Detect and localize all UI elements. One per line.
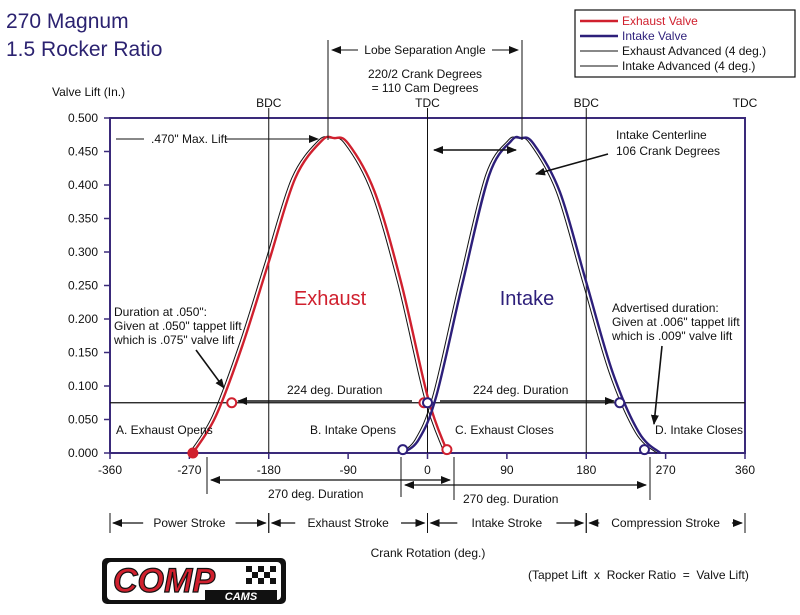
legend-label: Intake Valve	[622, 29, 687, 43]
x-tick-label: -90	[339, 463, 357, 477]
x-axis-label: Crank Rotation (deg.)	[371, 546, 486, 560]
y-tick-label: 0.250	[68, 279, 98, 293]
intake-centerline-line-2: 106 Crank Degrees	[616, 144, 720, 158]
event-point	[187, 447, 199, 459]
series-intake	[402, 135, 662, 454]
stroke-row: Power Stroke Exhaust Stroke Intake Stroke C…	[109, 513, 746, 533]
intake-centerline-annotation: Intake Centerline 106 Crank Degrees	[433, 128, 720, 176]
x-tick-label: 180	[576, 463, 596, 477]
valve-lift-formula: (Tappet Lift x Rocker Ratio = Valve Lift…	[528, 568, 749, 582]
series-exhaust	[191, 135, 452, 455]
x-tick-label: -270	[177, 463, 201, 477]
duration-224-left-label: 224 deg. Duration	[287, 383, 382, 397]
y-tick-label: 0.500	[68, 111, 98, 125]
x-tick-label: -360	[98, 463, 122, 477]
y-tick-label: 0.100	[68, 379, 98, 393]
stroke-label: Power Stroke	[153, 516, 225, 530]
crank-degrees-line-2: = 110 Cam Degrees	[372, 81, 479, 95]
event-point	[614, 397, 626, 409]
duration-270-left-label: 270 deg. Duration	[268, 487, 363, 501]
chart-title-line-1: 270 Magnum	[6, 10, 129, 33]
chart-title-line-2: 1.5 Rocker Ratio	[6, 38, 162, 61]
intake-curve-label: Intake	[500, 288, 554, 310]
logo-sub-text: CAMS	[225, 591, 258, 603]
x-tick-label: 270	[656, 463, 676, 477]
svg-text:Duration at .050":: Duration at .050":	[114, 305, 207, 319]
svg-text:Given at .050" tappet lift: Given at .050" tappet lift	[114, 319, 242, 333]
legend-label: Exhaust Advanced (4 deg.)	[622, 44, 766, 58]
y-tick-label: 0.450	[68, 145, 98, 159]
event-b-label: B. Intake Opens	[310, 423, 396, 437]
event-c-label: C. Exhaust Closes	[455, 423, 554, 437]
max-lift-annotation: .470" Max. Lift	[116, 132, 319, 146]
advertised-duration-note: Advertised duration: Given at .006" tapp…	[611, 301, 740, 425]
event-point	[422, 397, 433, 409]
stroke-label: Exhaust Stroke	[307, 516, 389, 530]
y-tick-label: 0.300	[68, 245, 98, 259]
legend-label: Exhaust Valve	[622, 14, 698, 28]
event-point	[226, 397, 238, 409]
exhaust-curve-label: Exhaust	[294, 288, 367, 310]
x-tick-label: -180	[257, 463, 281, 477]
crank-degrees-line-1: 220/2 Crank Degrees	[368, 67, 482, 81]
event-point	[638, 444, 650, 456]
duration-270-right-label: 270 deg. Duration	[463, 492, 558, 506]
checkered-flag-icon	[246, 566, 276, 584]
event-d-label: D. Intake Closes	[655, 423, 743, 437]
intake-centerline-line-1: Intake Centerline	[616, 128, 707, 142]
stroke-label: Compression Stroke	[611, 516, 720, 530]
svg-text:Advertised duration:: Advertised duration:	[612, 301, 719, 315]
lobe-separation-label: Lobe Separation Angle	[364, 43, 486, 57]
event-point	[441, 444, 453, 456]
x-tick-label: 360	[735, 463, 755, 477]
event-point	[397, 444, 409, 456]
svg-text:which is .075" valve lift: which is .075" valve lift	[113, 333, 235, 347]
dead-center-marker-label: BDC	[256, 96, 282, 110]
y-tick-label: 0.350	[68, 212, 98, 226]
y-axis-label: Valve Lift (In.)	[52, 85, 125, 99]
lobe-separation-annotation: Lobe Separation Angle 220/2 Crank Degree…	[327, 40, 523, 140]
duration-050-note: Duration at .050": Given at .050" tappet…	[113, 305, 242, 389]
x-tick-label: 90	[500, 463, 514, 477]
y-tick-label: 0.000	[68, 446, 98, 460]
legend-label: Intake Advanced (4 deg.)	[622, 59, 755, 73]
x-tick-label: 0	[424, 463, 431, 477]
dead-center-marker-label: TDC	[733, 96, 758, 110]
y-tick-label: 0.150	[68, 346, 98, 360]
y-tick-label: 0.050	[68, 413, 98, 427]
y-tick-label: 0.400	[68, 178, 98, 192]
duration-224-right-label: 224 deg. Duration	[473, 383, 568, 397]
dead-center-marker-label: BDC	[574, 96, 600, 110]
svg-text:which is .009" valve lift: which is .009" valve lift	[611, 329, 733, 343]
event-a-label: A. Exhaust Opens	[116, 423, 213, 437]
svg-text:Given at .006" tappet lift: Given at .006" tappet lift	[612, 315, 740, 329]
comp-cams-logo: COMP CAMS	[102, 558, 286, 604]
y-tick-label: 0.200	[68, 312, 98, 326]
max-lift-label: .470" Max. Lift	[151, 132, 228, 146]
duration-270-brackets: 270 deg. Duration 270 deg. Duration	[206, 457, 651, 506]
dead-center-marker-label: TDC	[415, 96, 440, 110]
stroke-label: Intake Stroke	[472, 516, 543, 530]
logo-main-text: COMP	[113, 562, 215, 600]
